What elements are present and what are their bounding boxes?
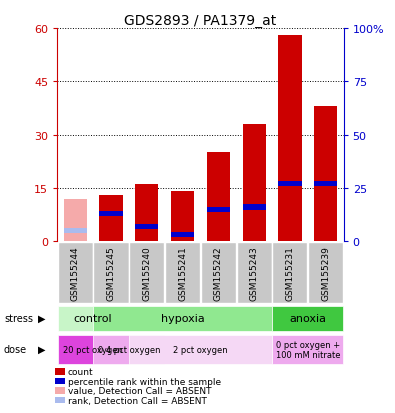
Bar — [237, 242, 272, 304]
Bar — [94, 242, 128, 304]
Bar — [129, 335, 272, 364]
Text: 2 pct oxygen: 2 pct oxygen — [173, 345, 228, 354]
Text: GSM155240: GSM155240 — [142, 246, 151, 300]
Bar — [171, 233, 194, 238]
Bar — [273, 335, 343, 364]
Bar — [314, 182, 337, 187]
Bar — [273, 306, 343, 331]
Bar — [243, 205, 266, 210]
Bar — [207, 153, 230, 242]
Text: count: count — [68, 367, 94, 376]
Text: GSM155243: GSM155243 — [250, 246, 259, 300]
Bar — [129, 242, 164, 304]
Bar — [99, 195, 122, 242]
Bar — [58, 306, 128, 331]
Bar — [273, 242, 307, 304]
Bar — [278, 182, 302, 187]
Bar — [135, 224, 158, 229]
Text: percentile rank within the sample: percentile rank within the sample — [68, 377, 221, 386]
Bar — [58, 242, 93, 304]
Bar — [278, 36, 302, 242]
Text: dose: dose — [4, 344, 27, 354]
Text: ▶: ▶ — [38, 313, 45, 323]
Text: 20 pct oxygen: 20 pct oxygen — [63, 345, 123, 354]
Text: 0.4 pct oxygen: 0.4 pct oxygen — [98, 345, 160, 354]
Text: 0 pct oxygen +
100 mM nitrate: 0 pct oxygen + 100 mM nitrate — [276, 340, 340, 359]
Text: GSM155239: GSM155239 — [321, 246, 330, 300]
Text: GSM155244: GSM155244 — [71, 246, 80, 300]
Bar — [243, 125, 266, 242]
Bar — [201, 242, 236, 304]
Bar — [64, 199, 87, 242]
Bar — [314, 107, 337, 242]
Text: stress: stress — [4, 313, 33, 323]
Bar — [135, 185, 158, 242]
Bar — [64, 228, 87, 234]
Bar — [165, 242, 200, 304]
Text: GSM155241: GSM155241 — [178, 246, 187, 300]
Bar — [207, 207, 230, 212]
Text: GSM155242: GSM155242 — [214, 246, 223, 300]
Text: GSM155245: GSM155245 — [107, 246, 115, 300]
Text: hypoxia: hypoxia — [161, 313, 205, 323]
Text: anoxia: anoxia — [290, 313, 326, 323]
Bar — [99, 211, 122, 216]
Bar — [58, 335, 128, 364]
Title: GDS2893 / PA1379_at: GDS2893 / PA1379_at — [124, 14, 276, 28]
Text: value, Detection Call = ABSENT: value, Detection Call = ABSENT — [68, 386, 211, 395]
Bar — [308, 242, 343, 304]
Text: GSM155231: GSM155231 — [286, 246, 294, 300]
Text: ▶: ▶ — [38, 344, 45, 354]
Bar — [94, 335, 164, 364]
Text: rank, Detection Call = ABSENT: rank, Detection Call = ABSENT — [68, 396, 207, 405]
Bar — [94, 306, 272, 331]
Text: control: control — [74, 313, 113, 323]
Bar — [171, 192, 194, 242]
